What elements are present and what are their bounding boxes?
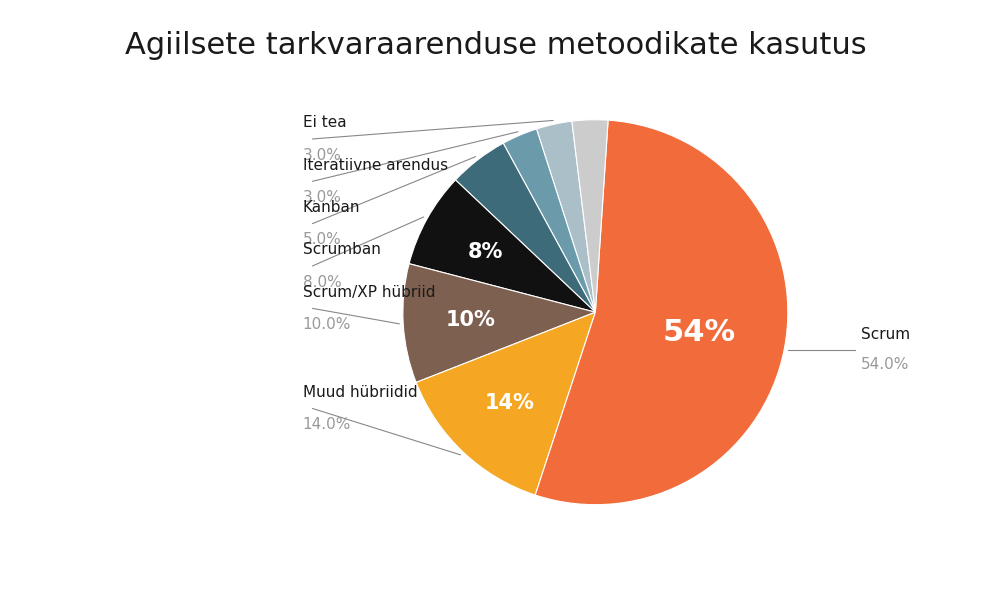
- Text: 3.0%: 3.0%: [303, 190, 341, 205]
- Wedge shape: [403, 264, 595, 383]
- Text: 5.0%: 5.0%: [303, 232, 341, 247]
- Text: 8%: 8%: [468, 242, 504, 262]
- Wedge shape: [537, 121, 595, 312]
- Wedge shape: [536, 120, 788, 504]
- Text: Scrumban: Scrumban: [303, 242, 381, 257]
- Text: Scrum: Scrum: [861, 327, 910, 342]
- Wedge shape: [455, 143, 595, 312]
- Text: 8.0%: 8.0%: [303, 275, 341, 290]
- Text: 10.0%: 10.0%: [303, 317, 351, 332]
- Wedge shape: [503, 129, 595, 312]
- Text: Iteratiivne arendus: Iteratiivne arendus: [303, 158, 448, 173]
- Text: 54%: 54%: [663, 318, 736, 347]
- Text: Agiilsete tarkvaraarenduse metoodikate kasutus: Agiilsete tarkvaraarenduse metoodikate k…: [125, 31, 867, 59]
- Text: 54.0%: 54.0%: [861, 357, 910, 372]
- Text: Muud hübriidid: Muud hübriidid: [303, 385, 418, 400]
- Text: 14.0%: 14.0%: [303, 417, 351, 432]
- Wedge shape: [409, 180, 595, 312]
- Text: 3.0%: 3.0%: [303, 148, 341, 162]
- Text: Kanban: Kanban: [303, 200, 360, 215]
- Text: Ei tea: Ei tea: [303, 115, 346, 131]
- Text: Scrum/XP hübriid: Scrum/XP hübriid: [303, 284, 435, 300]
- Text: 10%: 10%: [445, 310, 495, 330]
- Text: 14%: 14%: [484, 393, 535, 413]
- Wedge shape: [416, 312, 595, 495]
- Wedge shape: [572, 120, 608, 312]
